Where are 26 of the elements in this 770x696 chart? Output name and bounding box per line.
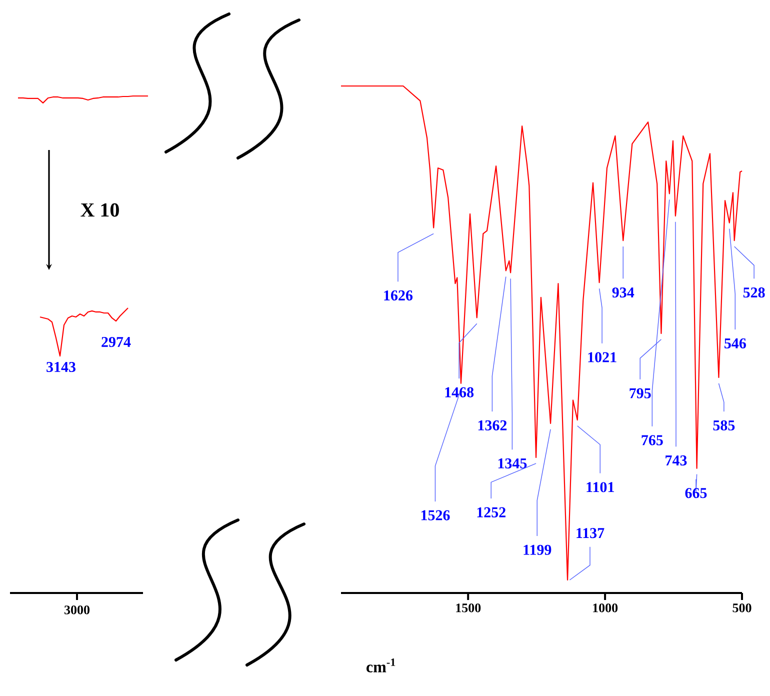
annotation: 665 — [685, 488, 707, 498]
annotation: 546 — [724, 338, 746, 348]
annotation: 1101 — [586, 482, 614, 492]
x-axis-title: cm$^{-1}$ — [366, 658, 396, 672]
annotation: X 10 — [80, 203, 119, 217]
annotation: 743 — [666, 455, 687, 466]
x-tick-label: 500 — [732, 604, 752, 612]
annotation: 1362 — [478, 420, 507, 430]
annotation: 1021 — [588, 352, 616, 362]
annotation: 1345 — [498, 458, 527, 468]
annotation: 1199 — [524, 544, 552, 555]
text: 3000 — [64, 606, 90, 614]
annotation: 1252 — [477, 507, 506, 518]
annotation: 2974 — [102, 336, 131, 348]
x-tick-label: 1500 — [456, 604, 481, 612]
annotation: 3143 — [46, 362, 76, 372]
annotation: 585 — [713, 420, 735, 430]
annotation: 528 — [743, 287, 765, 298]
annotation: 765 — [642, 435, 663, 446]
annotation: 934 — [612, 287, 634, 298]
annotation: 1626 — [384, 290, 413, 300]
annotation: 795 — [630, 388, 651, 398]
x-tick-label: 1000 — [593, 604, 618, 612]
annotation: 1526 — [421, 510, 450, 520]
annotation: 1468 — [445, 387, 474, 398]
annotation: 1137 — [576, 528, 604, 538]
